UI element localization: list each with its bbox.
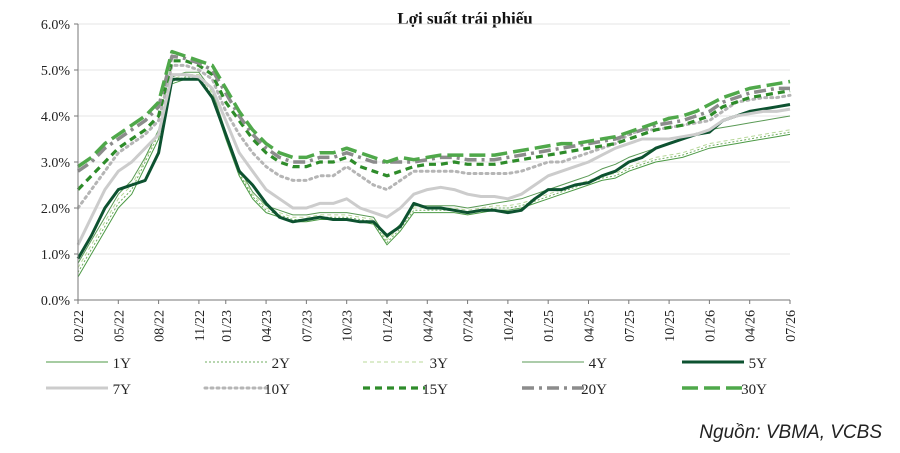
chart-title: Lợi suất trái phiếu	[397, 9, 533, 28]
series-line-20Y	[77, 54, 790, 173]
x-tick-label: 07/26	[784, 310, 799, 342]
x-tick-label: 02/22	[72, 310, 87, 342]
legend-label: 2Y	[272, 356, 291, 372]
series-line-5Y	[76, 77, 791, 260]
legend-label: 4Y	[589, 356, 608, 372]
series-line-2Y	[77, 76, 791, 273]
y-tick-label: 1.0%	[41, 248, 71, 263]
legend-label: 7Y	[113, 382, 132, 398]
series-line-10Y	[76, 63, 792, 210]
legend: 1Y 2Y 3Y 4Y 5Y 7Y 10Y 15Y 20Y 30Y	[46, 356, 767, 398]
y-tick-label: 4.0%	[41, 110, 71, 125]
x-tick-label: 01/26	[703, 310, 718, 342]
x-tick-label: 07/24	[462, 310, 477, 342]
legend-label: 30Y	[741, 382, 767, 398]
x-tick-label: 04/23	[260, 310, 275, 342]
series-line-7Y	[76, 73, 791, 246]
series-lines	[76, 49, 792, 278]
x-tick-label: 04/25	[582, 310, 597, 342]
legend-label: 20Y	[581, 382, 607, 398]
x-tick-label: 11/22	[193, 310, 208, 341]
x-tick-label: 04/26	[744, 310, 759, 342]
x-tick-label: 07/25	[623, 310, 638, 342]
x-tick-label: 10/25	[663, 310, 678, 342]
x-tick-label: 01/24	[381, 310, 396, 342]
series-line-4Y	[77, 71, 791, 264]
y-tick-label: 6.0%	[41, 18, 71, 33]
x-axis-ticks: 02/22 05/22 08/22 11/22 01/23 04/23 07/23 10/23…	[72, 300, 799, 342]
x-tick-label: 07/23	[300, 310, 315, 342]
x-tick-label: 01/25	[542, 310, 557, 342]
y-gridlines	[78, 23, 790, 255]
x-tick-label: 05/22	[112, 310, 127, 342]
x-tick-label: 10/23	[341, 310, 356, 342]
source-note: Nguồn: VBMA, VCBS	[699, 422, 882, 443]
legend-label: 10Y	[264, 382, 290, 398]
legend-label: 5Y	[749, 356, 768, 372]
legend-label: 1Y	[113, 356, 132, 372]
x-tick-label: 01/23	[220, 310, 235, 342]
y-tick-label: 2.0%	[41, 202, 71, 217]
y-tick-label: 0.0%	[41, 294, 71, 309]
series-line-30Y	[77, 49, 791, 169]
x-tick-label: 10/24	[502, 310, 517, 342]
legend-label: 15Y	[422, 382, 448, 398]
y-tick-label: 3.0%	[41, 156, 71, 171]
y-tick-label: 5.0%	[41, 64, 71, 79]
series-line-1Y	[77, 78, 791, 278]
x-tick-label: 08/22	[153, 310, 168, 342]
series-line-15Y	[76, 59, 791, 191]
legend-label: 3Y	[430, 356, 449, 372]
y-axis-ticks: 0.0% 1.0% 2.0% 3.0% 4.0% 5.0% 6.0%	[41, 18, 78, 309]
x-tick-label: 04/24	[421, 310, 436, 342]
